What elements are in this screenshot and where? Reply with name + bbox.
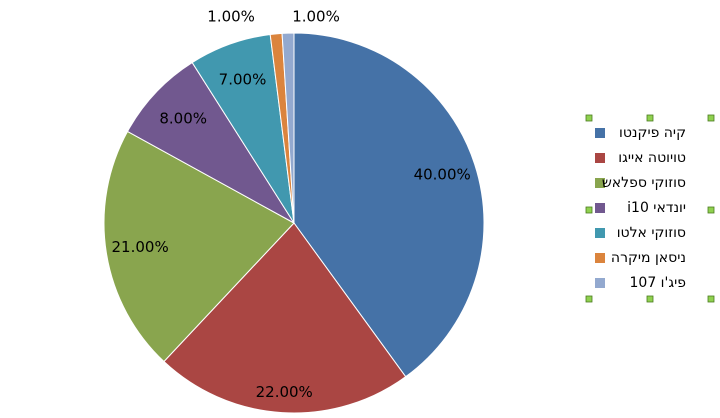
legend-swatch	[595, 278, 605, 288]
legend-label: סוזוקי אלטו	[617, 225, 686, 241]
legend-label: ניסאן מיקרה	[611, 250, 686, 266]
legend-swatch	[595, 203, 605, 213]
legend-swatch	[595, 253, 605, 263]
pie-slice	[293, 32, 485, 378]
data-label: 21.00%	[112, 238, 169, 256]
legend-swatch	[595, 128, 605, 138]
data-label: 40.00%	[414, 165, 471, 183]
legend-swatch	[595, 153, 605, 163]
legend-label: פיג'ו 107	[630, 275, 687, 291]
legend-swatch	[595, 228, 605, 238]
data-label: 1.00%	[207, 8, 255, 26]
data-label: 22.00%	[256, 383, 313, 401]
legend-label: יונדאי i10	[627, 200, 686, 216]
data-label: 7.00%	[219, 70, 267, 88]
pie-slice	[281, 32, 295, 224]
legend-swatch	[595, 178, 605, 188]
legend-label: סוזוקי ספלאש	[602, 175, 686, 191]
data-label: 8.00%	[159, 109, 207, 127]
legend-label: טויוטה אייגו	[618, 150, 686, 166]
legend-frame	[585, 114, 715, 303]
pie-slice	[126, 61, 295, 224]
legend-label: קיה פיקנטו	[619, 125, 686, 141]
data-label: 1.00%	[292, 8, 340, 26]
pie-slice	[163, 222, 407, 414]
pie-slice	[103, 130, 295, 363]
